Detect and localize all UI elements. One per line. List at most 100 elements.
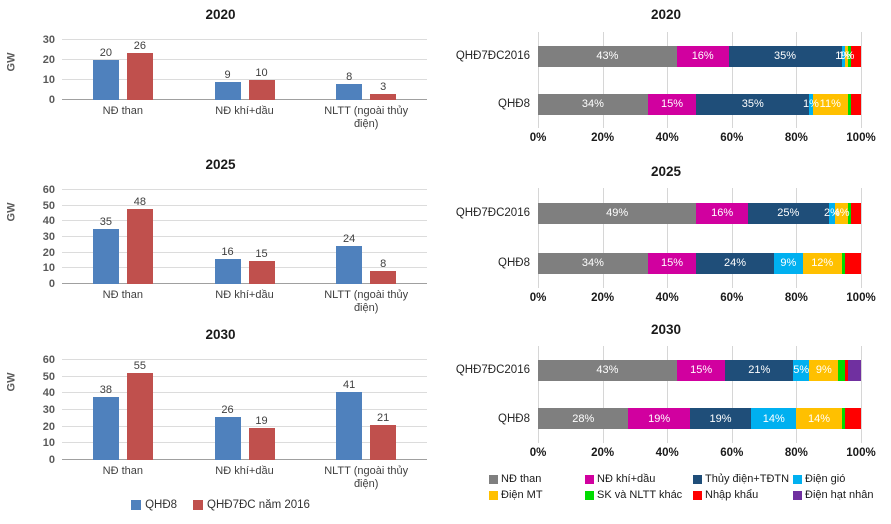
gridline [861, 188, 862, 288]
bar [248, 428, 275, 460]
scenario-legend: QHĐ8 QHĐ7ĐC năm 2016 [0, 496, 441, 524]
legend-item: Nhập khẩu [693, 489, 793, 501]
segment-label: 9% [815, 364, 832, 377]
gridline [861, 32, 862, 128]
gridline [602, 32, 604, 128]
category-group: 20 26 [62, 40, 184, 100]
plot-area: 35 48 16 15 24 8 [62, 189, 427, 284]
category-label: NĐ khí+dầu [215, 289, 274, 301]
segment-label: 49% [606, 207, 629, 219]
segment-label: 19% [709, 412, 732, 425]
bar-segment: 35% [696, 93, 810, 115]
y-tick-label: 60 [42, 354, 55, 366]
legend-label: Điện MT [501, 489, 543, 501]
gridline [731, 188, 733, 288]
bar [248, 260, 275, 284]
bar-qhd8: 41 [336, 360, 363, 460]
category-axis: NĐ than NĐ khí+dầu NLTT (ngoài thủy điện) [62, 284, 427, 320]
y-tick-label: 10 [42, 437, 55, 450]
plot-area: 49% 16% 25% 2% 4% 34% 15% 24% 9% 12% [538, 188, 862, 288]
bar-segment: 9% [773, 252, 803, 274]
bar-qhd8: 38 [92, 360, 119, 460]
segment-label: 25% [777, 207, 800, 219]
legend-item: Điện hạt nhân [793, 489, 891, 501]
bar-qhd7dc: 55 [126, 360, 153, 460]
legend-item: QHĐ7ĐC năm 2016 [193, 499, 310, 511]
bar [248, 80, 275, 100]
y-tick-label: 20 [42, 246, 55, 259]
gridline [62, 79, 427, 81]
gridline [667, 32, 669, 128]
bar-segment: 21% [725, 359, 794, 381]
bar-segment [844, 408, 861, 430]
category-group: 16 15 [184, 190, 306, 284]
x-axis: 0% 20% 40% 60% 80% 100% [530, 128, 876, 150]
legend-label: NĐ than [501, 473, 542, 485]
gridline [602, 346, 604, 443]
gridline [62, 425, 427, 427]
gridline [62, 189, 427, 190]
bar-qhd8: 8 [336, 40, 363, 100]
y-tick-label: 20 [42, 420, 55, 433]
gridline [62, 220, 427, 222]
gridline [62, 442, 427, 444]
gridline [62, 267, 427, 269]
gridline [62, 359, 427, 360]
y-axis: GW 0 10 20 30 40 50 60 [0, 354, 62, 466]
bar [370, 425, 397, 460]
legend-item: SK và NLTT khác [585, 489, 693, 501]
category-label: NLTT (ngoài thủy điện) [324, 289, 409, 315]
bar-qhd7dc: 8 [370, 190, 397, 284]
category-label: NĐ khí+dầu [215, 465, 274, 477]
segment-label: 16% [691, 50, 714, 62]
bar-segment: 15% [647, 93, 697, 115]
gridline [731, 32, 733, 128]
bar-value-label: 3 [380, 81, 387, 93]
gridline [667, 188, 669, 288]
row-label: QHĐ8 [498, 412, 530, 425]
bar-value-label: 8 [380, 258, 387, 271]
segment-label: 15% [690, 364, 713, 377]
x-tick-label: 40% [655, 132, 679, 144]
segment-label: 14% [762, 412, 785, 425]
gridline [796, 346, 798, 443]
y-tick-label: 40 [42, 387, 55, 400]
bar-value-label: 55 [133, 360, 146, 372]
segment-label: 5% [793, 364, 810, 377]
gridline [62, 204, 427, 206]
gridline [861, 346, 862, 443]
gridline [62, 283, 427, 284]
gridline [62, 392, 427, 394]
gridline [796, 32, 798, 128]
gridline [796, 188, 798, 288]
gridline [538, 346, 539, 443]
bar-segment: 14% [796, 408, 842, 430]
bar-qhd8: 20 [92, 40, 119, 100]
x-tick-label: 60% [720, 447, 744, 459]
bar-groups: 20 26 9 10 8 3 [62, 40, 427, 100]
bar-value-label: 24 [343, 233, 356, 246]
bar-qhd8: 24 [336, 190, 363, 284]
x-tick-label: 40% [655, 292, 679, 304]
y-axis-unit-label: GW [5, 202, 18, 222]
chart-plot-row: GW 0 10 20 30 20 26 9 10 8 3 [0, 24, 427, 106]
bar-segment: 15% [647, 252, 697, 274]
bar-segment: 34% [538, 252, 648, 274]
gw-chart-2025: 2025 GW 0 10 20 30 40 50 60 35 48 16 15 24 8 NĐ tha… [0, 150, 441, 320]
bar-segment: 4% [834, 202, 850, 224]
bar-qhd7dc: 26 [126, 40, 153, 100]
legend-label: Điện hạt nhân [805, 489, 874, 501]
y-tick-label: 40 [42, 215, 55, 228]
bar-groups: 38 55 26 19 41 21 [62, 360, 427, 460]
bar-segment: 16% [676, 45, 729, 67]
bar-value-label: 8 [346, 71, 353, 83]
chart-title: 2030 [205, 327, 236, 342]
x-tick-label: 80% [784, 447, 808, 459]
segment-label: 14% [807, 412, 830, 425]
legend-swatch [585, 474, 594, 484]
bar-segment: 1% [835, 45, 851, 67]
chart-title: 2020 [205, 7, 236, 22]
category-group: 26 19 [184, 360, 306, 460]
bar-qhd7dc: 48 [126, 190, 153, 284]
